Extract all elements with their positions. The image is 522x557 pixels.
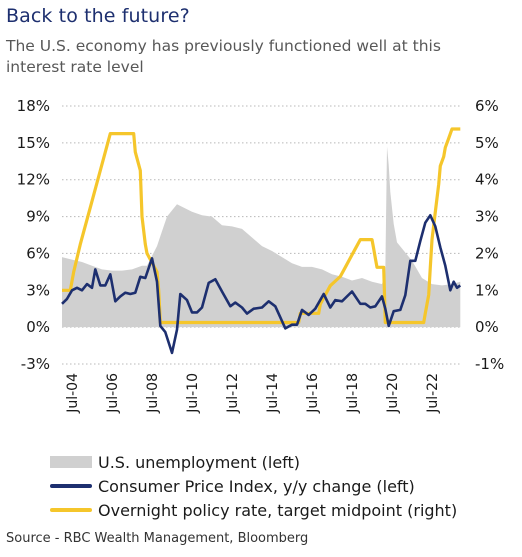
unemployment-area (62, 146, 461, 328)
right-tick-label: 0% (475, 318, 499, 336)
x-tick-label: Jul-04 (65, 373, 81, 414)
left-axis-ticks: -3% 0% 3% 6% 9% 12% 15% 18% (17, 97, 50, 373)
left-tick-label: 0% (26, 318, 50, 336)
legend-label-cpi: Consumer Price Index, y/y change (left) (98, 476, 415, 496)
source-note: Source - RBC Wealth Management, Bloomber… (6, 531, 309, 546)
right-tick-label: 2% (475, 244, 499, 262)
left-tick-label: 12% (17, 171, 50, 189)
left-tick-label: 3% (26, 281, 50, 299)
legend-swatch-policy-rate (50, 508, 92, 512)
legend-item-unemployment: U.S. unemployment (left) (50, 450, 457, 474)
left-tick-label: 18% (17, 97, 50, 115)
legend-swatch-cpi (50, 484, 92, 488)
right-tick-label: -1% (475, 355, 504, 373)
chart-title: Back to the future? (6, 5, 190, 27)
legend: U.S. unemployment (left) Consumer Price … (50, 450, 457, 522)
right-tick-label: 4% (475, 171, 499, 189)
x-axis-ticks: Jul-04 Jul-06 Jul-08 Jul-10 Jul-12 Jul-14 Jul-… (65, 373, 441, 414)
right-axis-ticks: -1% 0% 1% 2% 3% 4% 5% 6% (475, 97, 504, 373)
right-tick-label: 5% (475, 134, 499, 152)
x-tick-label: Jul-06 (105, 373, 121, 414)
legend-swatch-unemployment (50, 456, 92, 468)
x-tick-label: Jul-18 (345, 373, 361, 414)
x-tick-label: Jul-10 (185, 373, 201, 414)
left-tick-label: -3% (21, 355, 50, 373)
x-tick-label: Jul-22 (425, 373, 441, 414)
x-tick-label: Jul-14 (265, 373, 281, 414)
x-tick-label: Jul-08 (145, 373, 161, 414)
legend-label-unemployment: U.S. unemployment (left) (98, 452, 301, 472)
x-tick-label: Jul-20 (385, 373, 401, 414)
legend-item-policy-rate: Overnight policy rate, target midpoint (… (50, 498, 457, 522)
legend-item-cpi: Consumer Price Index, y/y change (left) (50, 474, 457, 498)
left-tick-label: 9% (26, 208, 50, 226)
chart-subtitle: The U.S. economy has previously function… (6, 37, 441, 76)
legend-label-policy-rate: Overnight policy rate, target midpoint (… (98, 500, 458, 520)
left-tick-label: 6% (26, 244, 50, 262)
x-tick-label: Jul-16 (305, 373, 321, 414)
left-tick-label: 15% (17, 134, 50, 152)
right-tick-label: 3% (475, 208, 499, 226)
cpi-line (61, 214, 462, 355)
right-tick-label: 1% (475, 281, 499, 299)
x-tick-label: Jul-12 (225, 373, 241, 414)
right-tick-label: 6% (475, 97, 499, 115)
